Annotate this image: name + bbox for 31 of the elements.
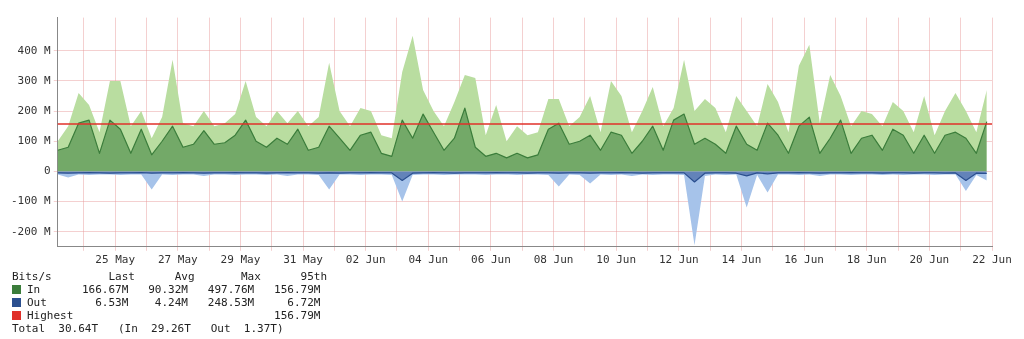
x-tick-label: 22 Jun [972, 253, 1012, 267]
text: Last Avg Max 95th [107, 270, 328, 283]
x-tick-label: 20 Jun [909, 253, 950, 267]
y-tick-label: 0 [44, 164, 51, 178]
x-tick-label: 04 Jun [408, 253, 449, 267]
y-tick-label: 200 M [17, 103, 52, 117]
x-tick-label: 27 May [157, 253, 199, 267]
x-tick-label: 29 May [220, 253, 261, 267]
legend-label: In [27, 283, 41, 296]
x-tick-label: 25 May [95, 253, 136, 267]
y-tick-label: -100 M [10, 194, 52, 208]
y-tick-label: -200 M [10, 224, 52, 238]
y-tick-label: 400 M [17, 43, 52, 57]
legend-label: Out [27, 296, 47, 309]
x-tick-label: 10 Jun [596, 253, 637, 267]
x-tick-label: 18 Jun [846, 253, 887, 267]
text: Total 30.64T (In 29.26T Out 1.37T) [12, 322, 284, 335]
text: 166.67M 90.32M 497.76M 156.79M [82, 283, 321, 296]
x-tick-label: 08 Jun [533, 253, 574, 267]
x-tick-label: 16 Jun [784, 253, 824, 267]
x-tick-label: 12 Jun [658, 253, 699, 267]
y-tick-label: 100 M [17, 134, 52, 148]
text: 6.53M 4.24M 248.53M 6.72M [94, 296, 321, 309]
x-tick-label: 02 Jun [345, 253, 386, 267]
text: 156.79M [273, 309, 321, 322]
x-tick-label: 31 May [283, 253, 324, 267]
legend-label: Highest [27, 309, 74, 322]
y-tick-label: 300 M [17, 73, 52, 87]
x-tick-label: 06 Jun [471, 253, 511, 267]
legend-title: Bits/s [12, 270, 53, 283]
x-tick-label: 14 Jun [721, 253, 762, 267]
